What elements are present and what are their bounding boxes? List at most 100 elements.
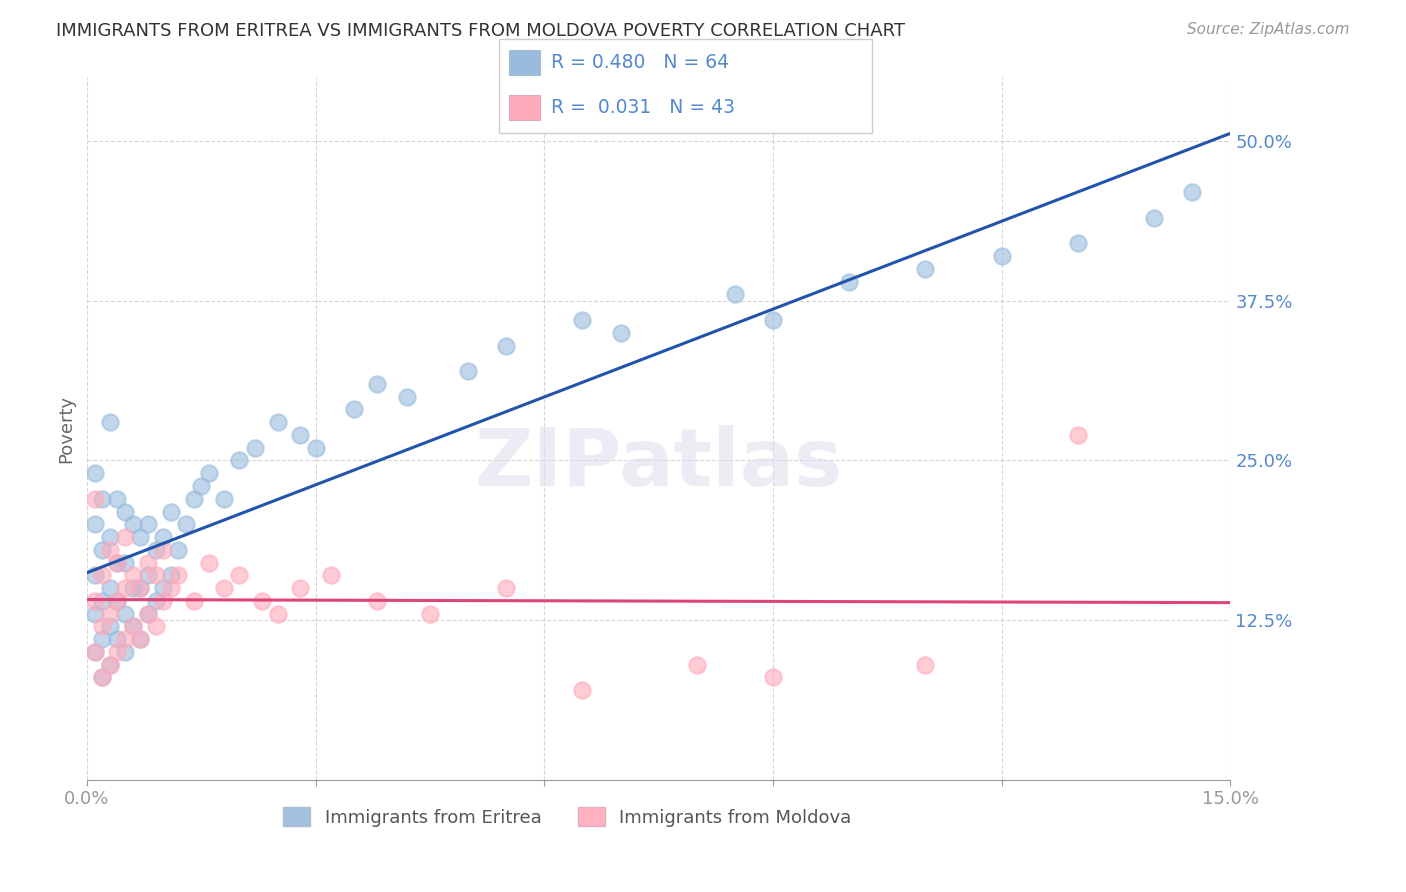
Point <box>114 645 136 659</box>
Point <box>266 415 288 429</box>
Point <box>212 581 235 595</box>
Point <box>290 581 312 595</box>
Point <box>990 249 1012 263</box>
Point <box>83 568 105 582</box>
Point <box>98 619 121 633</box>
Point <box>167 542 190 557</box>
Point <box>914 262 936 277</box>
Point <box>91 632 114 647</box>
Point <box>152 594 174 608</box>
Point <box>121 619 143 633</box>
Point <box>91 491 114 506</box>
Point <box>167 568 190 582</box>
Point <box>1067 236 1090 251</box>
Point <box>319 568 342 582</box>
Point <box>121 581 143 595</box>
Point <box>83 491 105 506</box>
Point <box>121 517 143 532</box>
Point <box>114 530 136 544</box>
Text: IMMIGRANTS FROM ERITREA VS IMMIGRANTS FROM MOLDOVA POVERTY CORRELATION CHART: IMMIGRANTS FROM ERITREA VS IMMIGRANTS FR… <box>56 22 905 40</box>
Point <box>83 594 105 608</box>
Point <box>495 338 517 352</box>
Y-axis label: Poverty: Poverty <box>58 394 75 463</box>
Text: Source: ZipAtlas.com: Source: ZipAtlas.com <box>1187 22 1350 37</box>
Point <box>91 671 114 685</box>
Point <box>198 467 221 481</box>
Point <box>107 556 129 570</box>
Point <box>136 607 159 621</box>
Point <box>1143 211 1166 225</box>
Point <box>107 594 129 608</box>
Point <box>228 453 250 467</box>
Point <box>114 581 136 595</box>
Point <box>107 594 129 608</box>
Point <box>228 568 250 582</box>
Point <box>129 530 152 544</box>
Point <box>136 568 159 582</box>
Point <box>914 657 936 672</box>
Point <box>1181 186 1204 200</box>
Point <box>457 364 479 378</box>
Point <box>609 326 631 340</box>
Point <box>121 619 143 633</box>
Point <box>571 313 593 327</box>
Point <box>98 415 121 429</box>
Point <box>152 542 174 557</box>
Point <box>145 619 167 633</box>
Point <box>83 517 105 532</box>
Point <box>129 632 152 647</box>
Point <box>145 594 167 608</box>
Point <box>107 632 129 647</box>
Point <box>183 594 205 608</box>
Point <box>98 657 121 672</box>
Point <box>107 645 129 659</box>
Point <box>129 581 152 595</box>
Point <box>1067 428 1090 442</box>
Point <box>83 645 105 659</box>
Point <box>129 632 152 647</box>
Point <box>366 594 388 608</box>
Point <box>98 607 121 621</box>
Point <box>762 671 785 685</box>
Point <box>91 594 114 608</box>
Point <box>83 607 105 621</box>
Point <box>571 683 593 698</box>
Point <box>129 581 152 595</box>
Point <box>152 581 174 595</box>
Point <box>366 376 388 391</box>
Point <box>152 530 174 544</box>
Point <box>91 568 114 582</box>
Point <box>107 556 129 570</box>
Point <box>160 504 183 518</box>
Point <box>212 491 235 506</box>
Point <box>762 313 785 327</box>
Point <box>838 275 860 289</box>
Point <box>136 517 159 532</box>
Point <box>160 568 183 582</box>
Point <box>91 542 114 557</box>
Legend: Immigrants from Eritrea, Immigrants from Moldova: Immigrants from Eritrea, Immigrants from… <box>276 800 859 834</box>
Point <box>98 657 121 672</box>
Point <box>190 479 212 493</box>
Point <box>160 581 183 595</box>
Point <box>98 530 121 544</box>
Point <box>91 671 114 685</box>
Point <box>290 428 312 442</box>
Point <box>686 657 709 672</box>
Point <box>724 287 747 301</box>
Point <box>114 556 136 570</box>
Point <box>114 504 136 518</box>
Point <box>91 619 114 633</box>
Point <box>343 402 366 417</box>
Point <box>107 491 129 506</box>
Point <box>98 542 121 557</box>
Point <box>145 542 167 557</box>
Text: R = 0.480   N = 64: R = 0.480 N = 64 <box>551 53 730 72</box>
Point <box>266 607 288 621</box>
Point <box>252 594 274 608</box>
Text: R =  0.031   N = 43: R = 0.031 N = 43 <box>551 97 735 117</box>
Point <box>198 556 221 570</box>
Point <box>174 517 197 532</box>
Point <box>145 568 167 582</box>
Point <box>98 581 121 595</box>
